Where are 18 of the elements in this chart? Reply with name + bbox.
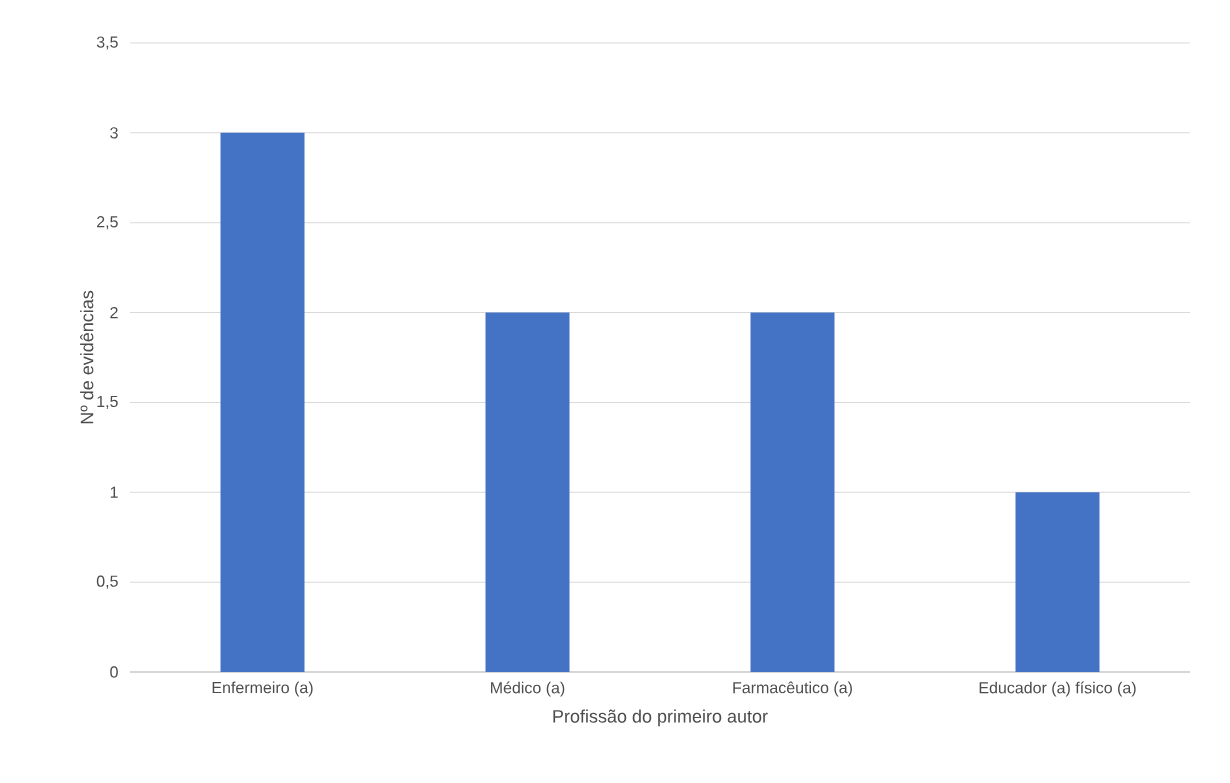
- x-tick-label: Farmacêutico (a): [733, 681, 852, 697]
- y-tick-label: 2,5: [97, 216, 118, 230]
- bar: [1015, 492, 1100, 672]
- y-tick-label: 2: [110, 306, 118, 319]
- y-tick-label: 1: [110, 486, 118, 498]
- y-axis-title: Nº de evidências: [80, 290, 94, 424]
- y-tick-label: 3: [110, 127, 118, 139]
- y-tick-label: 0: [110, 666, 118, 678]
- y-tick-label: 1,5: [97, 395, 118, 409]
- y-tick-label: 0,5: [96, 575, 118, 589]
- bar: [220, 132, 305, 672]
- x-axis-title: Profissão do primeiro autor: [553, 709, 768, 727]
- x-tick-label: Médico (a): [491, 681, 565, 697]
- x-tick-label: Enfermeiro (a): [212, 681, 313, 697]
- x-tick-label: Educador (a) físico (a): [979, 681, 1136, 697]
- y-tick-label: 3,5: [96, 36, 118, 50]
- bar: [485, 312, 570, 672]
- bar: [750, 312, 835, 672]
